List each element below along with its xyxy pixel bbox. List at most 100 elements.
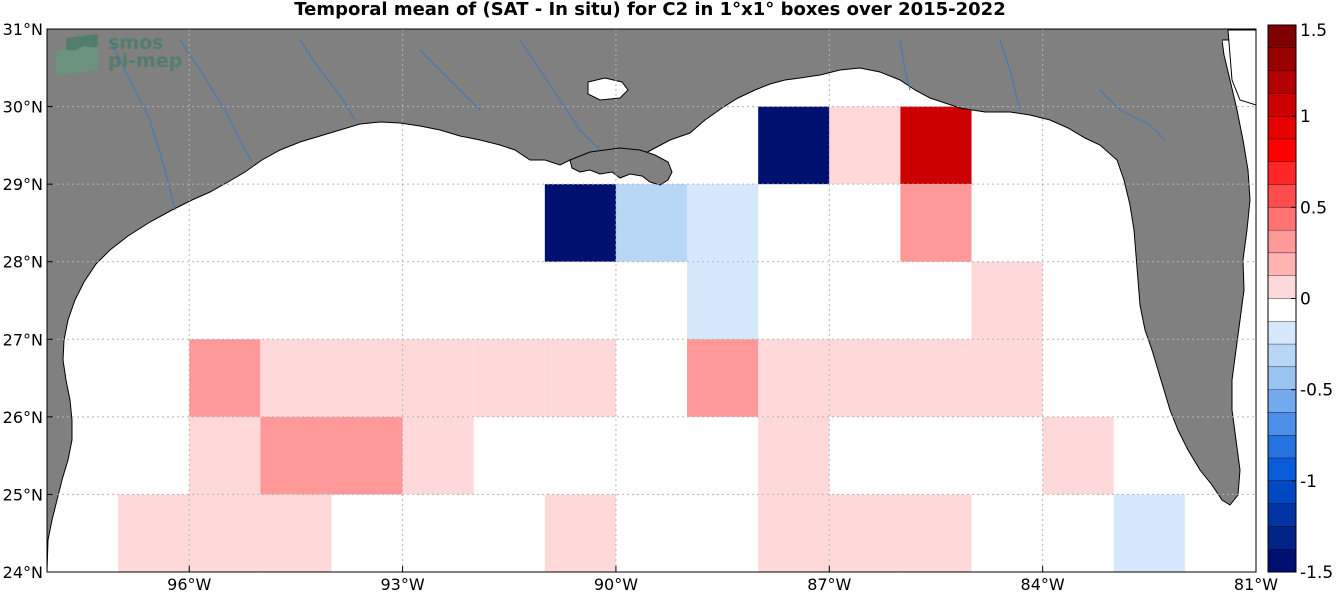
colorbar-tick-label: -0.5: [1300, 381, 1333, 401]
colorbar-tick-labels: 1.5 1 0.5 0 -0.5 -1 -1.5: [1291, 21, 1333, 583]
lon-tick-label: 84°W: [1021, 575, 1065, 594]
lon-tick-label: 90°W: [594, 575, 638, 594]
lake-pontchartrain: [587, 77, 629, 101]
logo-line1: smos: [108, 32, 164, 54]
land-north-cap: [47, 29, 1222, 60]
box-cell: [331, 416, 403, 495]
colorbar-bin: [1267, 526, 1297, 550]
colorbar-bin: [1267, 389, 1297, 413]
box-cell: [331, 339, 403, 417]
lat-tick-label: 26°N: [3, 408, 43, 427]
logo-line2: pi-mep: [108, 50, 183, 72]
colorbar-bin: [1267, 24, 1297, 48]
colorbar-tick-label: 1.5: [1300, 21, 1327, 41]
box-cell: [544, 494, 616, 572]
box-cell: [900, 184, 972, 262]
box-cell: [118, 494, 190, 572]
lon-tick-label: 96°W: [167, 575, 211, 594]
colorbar-bin: [1267, 138, 1297, 162]
lat-tick-label: 28°N: [3, 253, 43, 272]
river: [899, 39, 911, 91]
lat-tick-label: 31°N: [3, 20, 43, 39]
river: [999, 39, 1021, 111]
colorbar-bin: [1267, 549, 1297, 573]
lon-tick-labels: 96°W 93°W 90°W 87°W 84°W 81°W: [167, 566, 1278, 594]
lat-tick-labels: 24°N 25°N 26°N 27°N 28°N 29°N 30°N 31°N: [3, 20, 53, 582]
box-cell: [544, 184, 616, 262]
colorbar-tick-label: 1: [1300, 107, 1311, 127]
box-cell: [189, 416, 261, 495]
box-cell: [402, 416, 474, 495]
colorbar-bin: [1267, 184, 1297, 208]
colorbar-bin: [1267, 207, 1297, 231]
colorbar-bin: [1267, 298, 1297, 322]
colorbar-bin: [1267, 435, 1297, 459]
colorbar-tick-label: 0: [1300, 290, 1311, 310]
colorbar-bin: [1267, 93, 1297, 117]
box-cell: [544, 339, 616, 417]
colorbar-bin: [1267, 70, 1297, 94]
box-cell: [260, 494, 332, 572]
box-cell: [615, 184, 688, 262]
box-cell: [1113, 494, 1185, 572]
box-cell: [829, 106, 901, 185]
lake-florida: [1227, 29, 1256, 106]
lon-tick-label: 87°W: [807, 575, 851, 594]
colorbar-bin: [1267, 412, 1297, 436]
colorbar-bin: [1267, 480, 1297, 504]
river: [1099, 89, 1166, 141]
map-frame: [46, 28, 1257, 573]
colorbar-bin: [1267, 457, 1297, 481]
lat-tick-label: 25°N: [3, 485, 43, 504]
box-cell: [260, 416, 332, 495]
land-layer: [47, 29, 1256, 572]
logo-icon: [56, 34, 98, 76]
lat-tick-label: 29°N: [3, 175, 43, 194]
box-cell: [473, 339, 545, 417]
land-north-shore: [47, 29, 1256, 572]
lon-tick-label: 93°W: [380, 575, 424, 594]
colorbar-tick-label: 0.5: [1300, 198, 1327, 218]
box-cell: [189, 494, 261, 572]
lon-tick-label: 81°W: [1234, 575, 1278, 594]
box-cell: [900, 106, 972, 185]
colorbar-bin: [1267, 275, 1297, 299]
box-cell: [971, 261, 1043, 340]
map-title: Temporal mean of (SAT - In situ) for C2 …: [294, 0, 1006, 20]
rivers-layer: [109, 39, 1166, 211]
colorbar-bin: [1267, 366, 1297, 390]
lat-tick-label: 24°N: [3, 563, 43, 582]
colorbar-tick-label: -1: [1300, 472, 1317, 492]
lat-tick-label: 27°N: [3, 330, 43, 349]
colorbar-bin: [1267, 116, 1297, 140]
colorbar-tick-label: -1.5: [1300, 563, 1333, 583]
box-cell: [402, 339, 474, 417]
box-cell: [758, 339, 830, 417]
box-cell: [829, 339, 901, 417]
colorbar-bin: [1267, 229, 1297, 254]
box-cell: [260, 339, 332, 417]
river: [179, 39, 253, 163]
river: [299, 39, 356, 121]
colorbar-bin: [1267, 503, 1297, 527]
river: [519, 39, 601, 151]
box-cell: [900, 494, 972, 572]
land-mississippi-delta: [569, 147, 673, 186]
box-cell: [189, 339, 261, 417]
box-cell: [900, 339, 972, 417]
colorbar-bin: [1267, 161, 1297, 185]
box-cell: [687, 184, 759, 262]
colorbar-bin: [1267, 321, 1297, 345]
boxes-layer: [118, 106, 1185, 572]
river: [419, 49, 481, 111]
box-cell: [971, 339, 1043, 417]
colorbar-bin: [1267, 47, 1297, 71]
colorbar-bins: [1267, 24, 1297, 573]
smos-pi-mep-logo: smos pi-mep: [52, 32, 192, 82]
box-cell: [1042, 416, 1114, 495]
lat-tick-label: 30°N: [3, 98, 43, 117]
colorbar-bin: [1267, 343, 1297, 368]
box-cell: [687, 261, 759, 340]
